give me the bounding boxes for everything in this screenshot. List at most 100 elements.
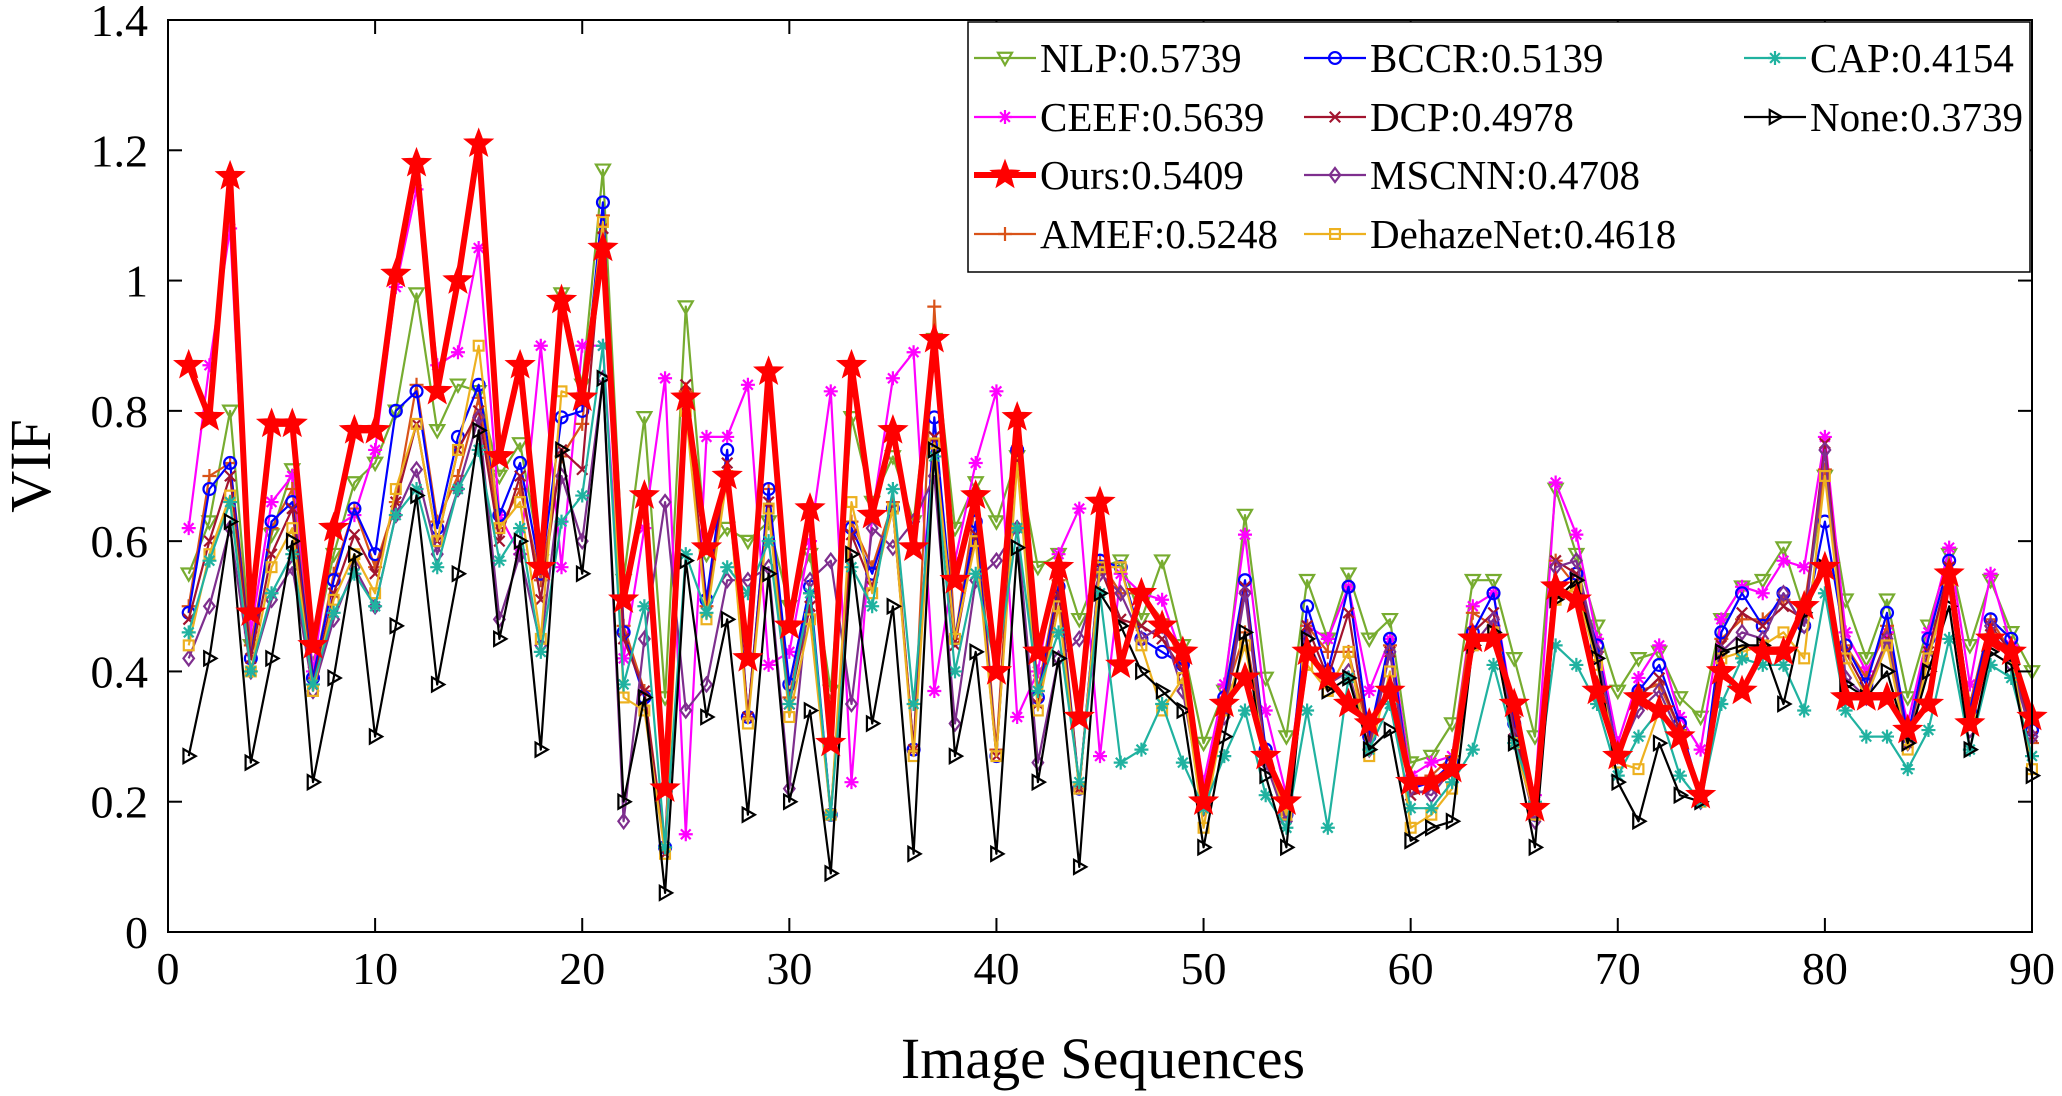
plot-area [173,127,2048,902]
series-none-point [1135,662,1151,681]
series-dcp-point [928,430,941,443]
x-axis-title: Image Sequences [901,1026,1305,1091]
series-nlp-point [676,300,695,316]
series-none-point [1528,838,1545,857]
series-dcp-point [348,528,361,541]
series-none-point [658,884,675,902]
series-ceef-point [1217,677,1232,692]
series-nlp-point [1691,710,1710,727]
legend-item-ceef-marker [998,110,1012,124]
series-mscnn-point [1114,584,1128,603]
series-ours-point [587,231,619,262]
series-ours-point [173,348,205,379]
series-ceef-point [885,371,900,386]
series-ours-point [276,407,308,438]
series-ours-point [1954,707,1986,737]
series-none-point [1922,662,1938,681]
series-ours-point [1519,791,1551,822]
series-dehazenet-point [949,632,962,645]
series-ours-point [318,511,350,542]
y-tick-label: 1 [125,256,148,307]
series-cap-point [450,482,465,497]
series-ceef-point [906,345,921,360]
series-ceef-point [368,442,383,457]
x-tick-label: 90 [2009,943,2055,994]
series-none-point [1652,734,1669,752]
series-cap-point [1880,729,1895,744]
series-cap-point [803,586,818,601]
series-ours-point [1146,609,1178,640]
series-nlp-point [1339,567,1358,583]
series-ours-point [1291,635,1323,666]
series-none-point [969,642,985,661]
series-cap-point [699,605,714,620]
series-ours-point [918,322,950,353]
series-dehazenet-point [1135,639,1148,652]
series-ours-point [1063,700,1095,731]
series-none-point [244,753,261,772]
series-dehazenet-point [866,587,879,600]
series-none-point [1570,571,1586,590]
series-mscnn-point [1072,630,1086,648]
series-cap-point [575,488,590,503]
series-bccr-point [409,384,424,399]
series-mscnn-point [472,408,486,427]
series-cap-point [1279,820,1294,835]
series-ours-point [1208,687,1240,718]
series-bccr-point [347,501,362,516]
x-tick-label: 40 [973,943,1019,994]
legend-item-mscnn-label: MSCNN:0.4708 [1370,152,1640,198]
series-cap-point [616,677,631,692]
series-nlp-point [1505,652,1524,668]
series-ours-point [670,381,702,412]
series-cap-point [1921,723,1936,738]
series-ours-point [297,628,329,659]
series-cap-point [1631,729,1646,744]
series-cap-point [243,664,258,679]
series-ours-point [1933,557,1965,587]
series-cap-point [285,547,300,562]
series-dehazenet-point [1031,704,1044,717]
series-dehazenet-point [1280,808,1293,821]
series-dehazenet-point [182,639,195,652]
series-bccr-point [1155,644,1170,659]
series-dehazenet-point [286,522,299,535]
series-mscnn-point [1921,649,1936,668]
series-ceef-point [1424,755,1439,770]
series-ours-point [1477,622,1510,653]
series-ours-point [1767,635,1800,666]
series-ours-point [1167,635,1199,666]
axes: 0 10 20 30 40 50 60 70 80 90 0 0.2 0.4 0.6 0.8 1 1.2 1.4 [91,0,2056,994]
series-dehazenet-point [1238,639,1251,652]
series-cap-point [223,495,238,510]
series-dcp-point [1301,619,1314,632]
legend-item-mscnn-marker [1328,166,1342,184]
series-ceef-point [1714,612,1729,627]
series-nlp-point [179,567,198,583]
legend-item-none-marker [1768,108,1785,126]
series-none-point [389,616,406,635]
series-bccr-point [223,455,238,471]
series-cap-point [1320,820,1335,835]
series-ours-point [649,772,681,802]
series-cap-point [761,534,776,549]
series-dehazenet [182,215,2038,860]
series-mscnn-point [720,571,734,590]
series-none-point [1093,584,1110,603]
series-none-point [927,441,944,459]
series-ours-point [1001,400,1033,431]
series-nlp-point [1960,639,1979,655]
series-none-point [430,675,447,694]
series-ours-point [463,127,495,158]
series-nlp-point [1153,554,1172,570]
series-ours-point [1084,485,1116,516]
x-tick-label: 50 [1181,943,1227,994]
series-ceef-line [187,188,2034,836]
series-bccr-point [1714,625,1729,640]
series-bccr-point [1652,657,1667,672]
series-none-point [1010,538,1027,557]
series-dehazenet-point [431,535,444,548]
series-nlp-point [1360,632,1379,649]
series-dcp-point [265,548,278,561]
